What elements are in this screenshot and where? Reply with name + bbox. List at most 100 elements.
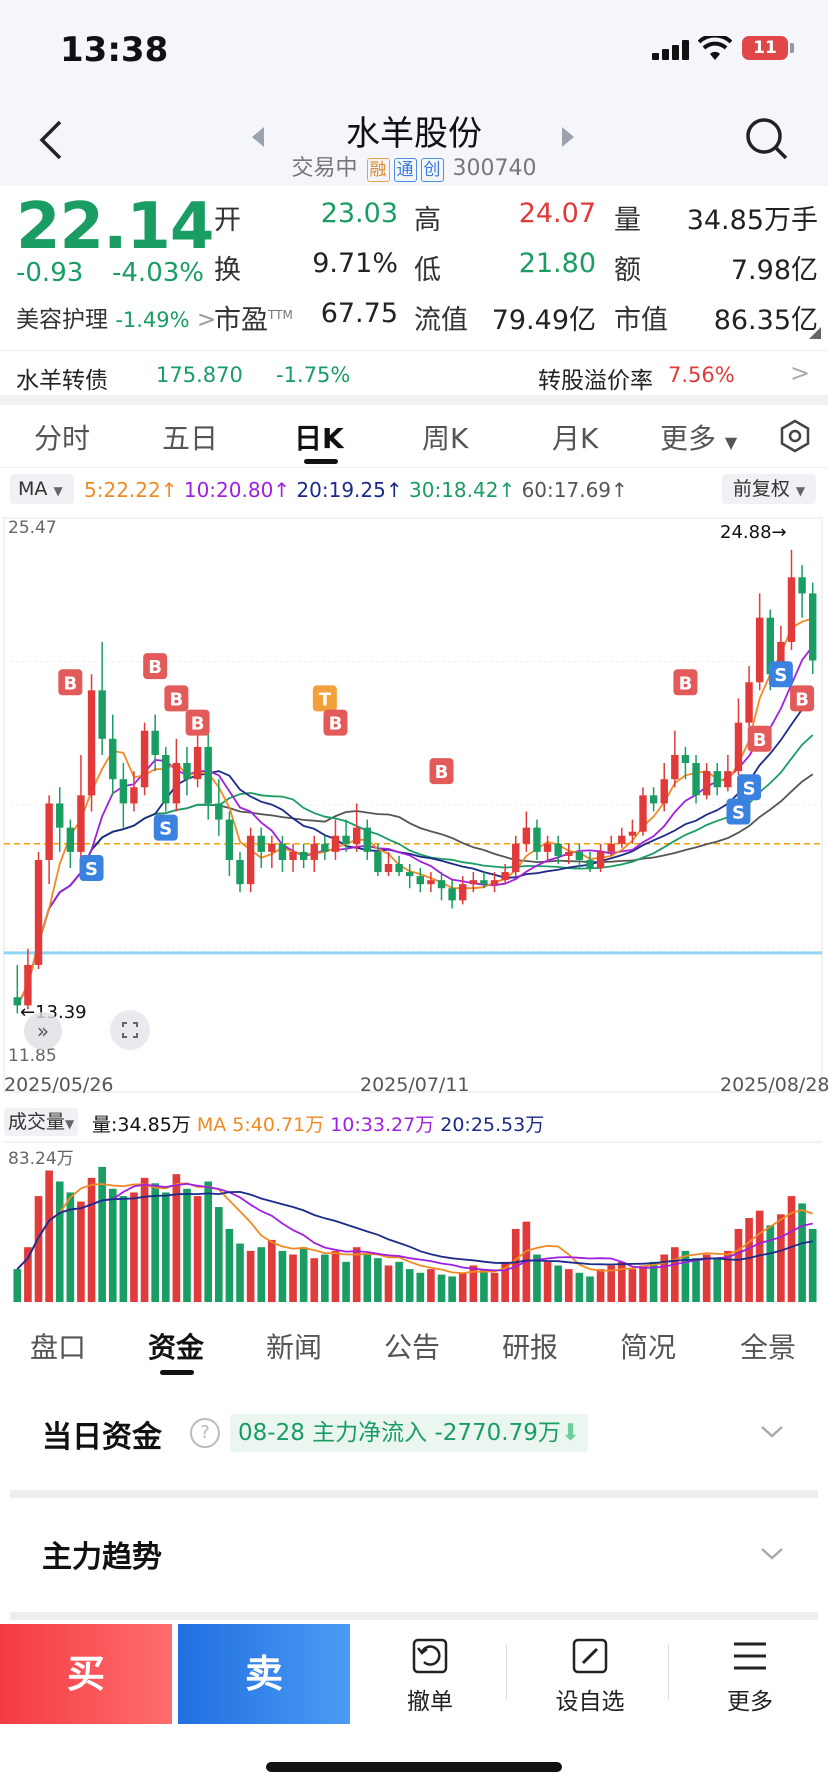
tag-margin: 融 bbox=[366, 158, 390, 182]
volume-bar bbox=[745, 1218, 753, 1302]
tab-orderbook[interactable]: 盘口 bbox=[30, 1331, 87, 1364]
sell-button[interactable]: 卖 bbox=[178, 1624, 350, 1724]
date-end: 2025/08/28 bbox=[720, 1074, 828, 1096]
sector-link[interactable]: 美容护理 -1.49% > bbox=[16, 300, 216, 334]
volume-bar bbox=[331, 1250, 340, 1302]
volume-bar bbox=[480, 1269, 488, 1302]
tab-announcements[interactable]: 公告 bbox=[384, 1331, 441, 1364]
ma30-value: 30:18.42↑ bbox=[409, 478, 516, 502]
signal-badge-text: B bbox=[329, 714, 343, 735]
stock-subtitle: 交易中 融通创 300740 bbox=[0, 150, 828, 182]
candle-body bbox=[13, 997, 22, 1006]
volume-value: 34.85万手 bbox=[686, 205, 818, 236]
expand-corner-icon[interactable] bbox=[808, 326, 822, 340]
signal-badge-text: B bbox=[170, 689, 184, 710]
search-icon[interactable] bbox=[744, 116, 790, 162]
candle-body bbox=[777, 641, 785, 675]
volume-bar bbox=[108, 1188, 117, 1302]
tab-profile[interactable]: 简况 bbox=[620, 1331, 677, 1364]
candle-body bbox=[374, 851, 382, 873]
volume-bar bbox=[289, 1254, 297, 1302]
tab-overview[interactable]: 全景 bbox=[740, 1331, 797, 1364]
back-icon[interactable] bbox=[36, 118, 66, 162]
battery-icon: 11 bbox=[742, 36, 788, 60]
candle-body bbox=[246, 835, 255, 885]
volume-indicator-select[interactable]: 成交量▼ bbox=[4, 1108, 79, 1136]
daily-fund-panel[interactable]: 当日资金 ? 08-28 主力净流入 -2770.79万⬇ bbox=[0, 1380, 828, 1490]
volume-y-max: 83.24万 bbox=[8, 1149, 74, 1169]
tab-news[interactable]: 新闻 bbox=[266, 1331, 323, 1364]
tab-funds[interactable]: 资金 bbox=[148, 1331, 205, 1364]
volume-bar bbox=[490, 1272, 499, 1302]
volume-chart[interactable] bbox=[0, 1140, 828, 1304]
collapse-sidebar-button[interactable]: » bbox=[24, 1012, 62, 1050]
candle-body bbox=[268, 843, 276, 852]
volume-bar bbox=[660, 1254, 669, 1302]
candle-body bbox=[109, 738, 117, 780]
more-button[interactable]: 更多 bbox=[690, 1636, 810, 1716]
volume-bar bbox=[692, 1258, 700, 1302]
help-icon[interactable]: ? bbox=[190, 1418, 220, 1448]
signal-badge-t bbox=[312, 685, 337, 712]
ma5-value: 5:22.22↑ bbox=[84, 478, 178, 502]
candle-body bbox=[649, 795, 658, 804]
volume-bar bbox=[161, 1192, 170, 1302]
candle-body bbox=[151, 730, 159, 755]
settings-hexagon-icon[interactable] bbox=[778, 419, 812, 453]
daily-fund-title: 当日资金 bbox=[42, 1420, 162, 1455]
candle-body bbox=[660, 779, 668, 804]
undo-icon bbox=[412, 1638, 448, 1674]
candle-body bbox=[130, 787, 138, 804]
main-trend-panel[interactable]: 主力趋势 bbox=[0, 1498, 828, 1616]
volume-bar bbox=[172, 1174, 181, 1302]
ma60-line bbox=[16, 773, 814, 1006]
volume-bar bbox=[98, 1166, 106, 1302]
fullscreen-button[interactable] bbox=[110, 1010, 150, 1050]
tab-more[interactable]: 更多 ▼ bbox=[660, 422, 738, 455]
volume-bar bbox=[501, 1261, 509, 1302]
adjust-select[interactable]: 前复权 ▼ bbox=[722, 474, 816, 504]
signal-badge-b bbox=[673, 669, 698, 696]
arrow-down-icon: ⬇ bbox=[560, 1420, 581, 1446]
tab-intraday[interactable]: 分时 bbox=[34, 422, 91, 455]
buy-button[interactable]: 买 bbox=[0, 1624, 172, 1724]
signal-badge-text: S bbox=[159, 819, 172, 840]
signal-badge-b bbox=[143, 653, 168, 680]
prev-stock-icon[interactable] bbox=[250, 126, 266, 148]
ma10-value: 10:20.80↑ bbox=[183, 478, 291, 502]
open-value: 23.03 bbox=[320, 198, 398, 229]
tab-monthly[interactable]: 月K bbox=[552, 422, 599, 455]
candle-body bbox=[724, 771, 732, 788]
divider bbox=[668, 1644, 669, 1700]
tag-chinext: 创 bbox=[420, 158, 444, 182]
next-stock-icon[interactable] bbox=[560, 126, 576, 148]
signal-badge-b bbox=[58, 669, 83, 696]
convertible-bond-row[interactable]: 水羊转债 175.870 -1.75% 转股溢价率 7.56% > bbox=[0, 350, 828, 401]
volume-ma20: 20:25.53万 bbox=[440, 1114, 545, 1136]
candle-body bbox=[586, 859, 594, 869]
ma-type-select[interactable]: MA ▼ bbox=[10, 474, 74, 504]
tab-weekly[interactable]: 周K bbox=[422, 422, 469, 455]
tab-5day[interactable]: 五日 bbox=[162, 422, 219, 455]
volume-bar bbox=[596, 1269, 605, 1302]
tab-daily[interactable]: 日K bbox=[294, 422, 344, 455]
page-title: 水羊股份 bbox=[346, 114, 482, 154]
candle-body bbox=[193, 746, 202, 780]
high-label: 高 bbox=[414, 205, 441, 236]
volume-bar bbox=[575, 1272, 584, 1302]
candle-body bbox=[310, 843, 318, 860]
cancel-order-button[interactable]: 撤单 bbox=[370, 1636, 490, 1716]
volume-bar bbox=[405, 1269, 414, 1302]
add-watchlist-label: 设自选 bbox=[555, 1689, 625, 1715]
candle-body bbox=[363, 827, 371, 852]
tab-research[interactable]: 研报 bbox=[502, 1331, 559, 1364]
volume-bar bbox=[374, 1258, 382, 1302]
market-cap-value: 86.35亿 bbox=[713, 305, 818, 336]
fund-summary: 08-28 主力净流入 -2770.79万⬇ bbox=[230, 1414, 589, 1452]
candle-body bbox=[172, 763, 181, 804]
add-watchlist-button[interactable]: 设自选 bbox=[530, 1636, 650, 1716]
ma5-line bbox=[16, 617, 813, 1006]
candle-body bbox=[702, 771, 711, 796]
candle-body bbox=[183, 763, 191, 780]
